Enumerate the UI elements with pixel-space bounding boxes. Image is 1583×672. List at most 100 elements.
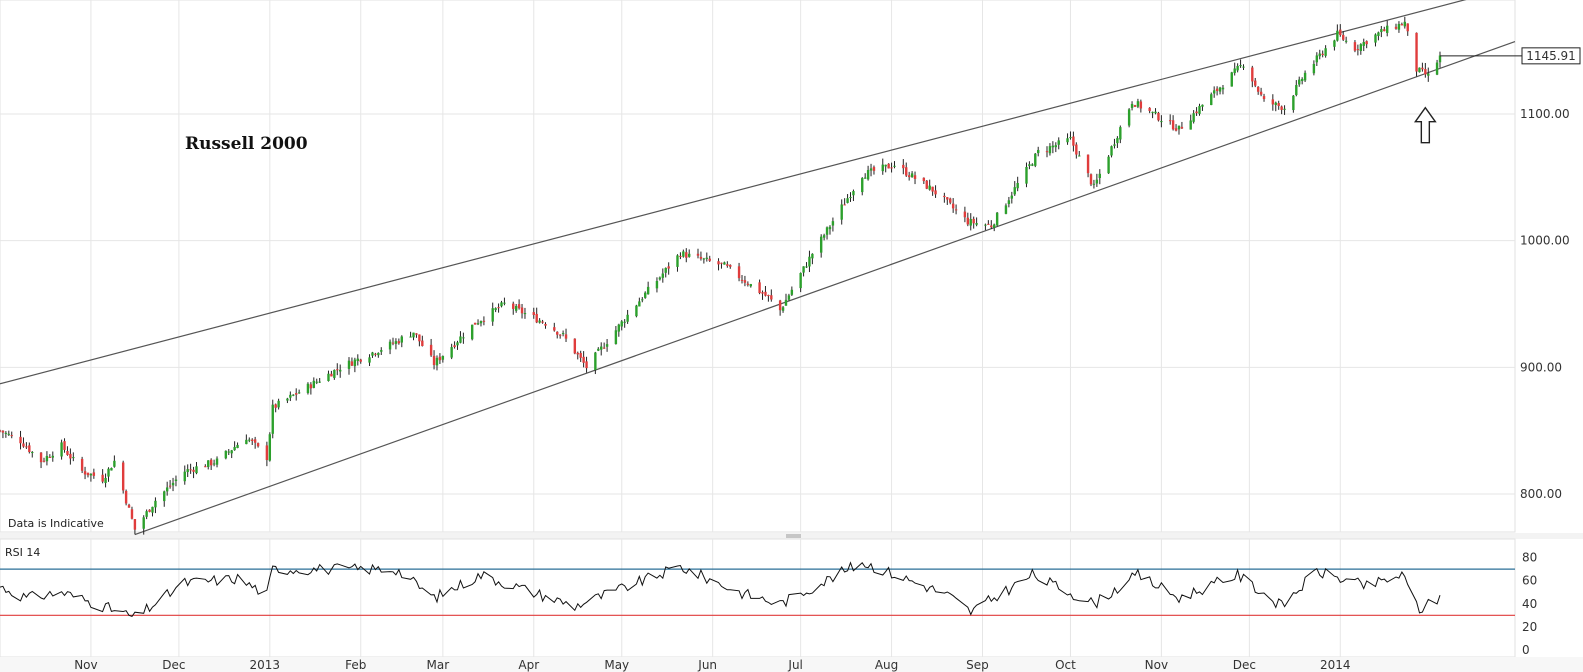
candle-body <box>1098 173 1101 179</box>
candle-body <box>330 373 333 377</box>
candle-body <box>778 300 782 311</box>
x-tick-label: Mar <box>427 658 450 672</box>
main-plot-area[interactable] <box>0 0 1516 533</box>
candle-body <box>990 225 993 228</box>
candle-body <box>655 280 659 289</box>
candle-body <box>127 504 131 508</box>
candle-body <box>661 273 665 278</box>
candle-body <box>934 190 937 195</box>
candle-body <box>1386 25 1389 33</box>
candle-body <box>1262 96 1266 100</box>
candle-body <box>1210 94 1213 106</box>
candle-body <box>849 197 852 199</box>
candle-body <box>333 369 336 378</box>
candle-body <box>799 272 802 289</box>
candle-body <box>207 460 210 467</box>
candle-body <box>658 277 662 280</box>
candle-body <box>368 357 371 363</box>
candle-body <box>866 170 870 180</box>
candle-body <box>1133 105 1137 107</box>
candle-body <box>579 353 582 358</box>
candle-body <box>297 392 301 394</box>
candle-body <box>626 314 629 322</box>
candle-body <box>491 308 494 322</box>
candle-body <box>1400 24 1404 26</box>
candle-body <box>359 359 362 362</box>
candle-body <box>1195 111 1198 114</box>
candle-body <box>740 279 744 281</box>
candle-body <box>617 324 621 332</box>
candle-body <box>212 463 216 465</box>
candle-body <box>286 398 289 401</box>
candle-body <box>863 177 867 179</box>
candle-body <box>233 446 236 451</box>
candle-body <box>781 307 785 311</box>
candle-body <box>456 342 459 346</box>
candle-body <box>1321 53 1324 55</box>
candle-body <box>922 177 926 182</box>
candle-body <box>251 439 254 442</box>
candle-body <box>1415 32 1418 72</box>
candle-body <box>1221 87 1225 90</box>
candle-body <box>943 195 946 198</box>
candle-body <box>1075 144 1078 155</box>
candle-body <box>966 217 970 225</box>
candle-body <box>10 435 13 437</box>
candle-body <box>1054 145 1058 148</box>
candle-body <box>171 482 175 486</box>
candle-body <box>438 356 442 361</box>
candle-body <box>828 226 832 230</box>
candle-body <box>168 485 172 487</box>
candle-body <box>174 479 178 482</box>
candle-body <box>48 456 52 458</box>
candle-body <box>1066 138 1069 143</box>
candle-body <box>1045 151 1049 153</box>
candle-body <box>1277 103 1280 106</box>
current-value-tag: 1145.91 <box>1440 47 1581 65</box>
candle-body <box>227 451 230 453</box>
candle-body <box>902 164 905 169</box>
candle-body <box>737 266 741 279</box>
candle-body <box>808 256 811 267</box>
candle-body <box>69 453 72 459</box>
candle-body <box>66 450 69 455</box>
candle-body <box>1212 90 1216 94</box>
candle-body <box>28 445 31 452</box>
candle-body <box>151 506 154 513</box>
candle-body <box>292 394 295 396</box>
candle-body <box>664 267 667 273</box>
lower-trendline <box>134 41 1516 536</box>
candle-body <box>784 299 788 306</box>
candle-body <box>1089 174 1093 185</box>
candle-body <box>644 292 647 298</box>
candle-body <box>80 458 84 471</box>
candle-body <box>130 509 134 519</box>
candle-body <box>204 466 207 468</box>
candle-body <box>831 221 835 226</box>
candle-body <box>1218 87 1222 92</box>
pane-separator[interactable] <box>0 533 1583 539</box>
candle-body <box>685 252 688 258</box>
candle-body <box>1028 164 1031 166</box>
pane-resize-handle[interactable] <box>786 534 801 538</box>
candle-body <box>1119 127 1122 140</box>
candle-body <box>412 332 415 338</box>
candle-body <box>350 361 354 366</box>
candle-body <box>767 295 770 297</box>
candle-body <box>984 224 987 226</box>
candle-body <box>60 442 63 457</box>
candle-body <box>667 266 670 269</box>
candle-body <box>163 491 166 502</box>
candle-body <box>1004 205 1008 214</box>
x-tick-label: Jun <box>697 658 717 672</box>
candle-body <box>949 198 952 203</box>
candle-body <box>45 455 49 462</box>
candle-body <box>388 341 392 350</box>
candle-body <box>887 163 890 169</box>
candle-body <box>500 302 503 307</box>
candle-body <box>4 432 8 434</box>
candle-body <box>600 346 603 350</box>
candle-body <box>758 282 761 294</box>
candle-body <box>1095 179 1099 184</box>
